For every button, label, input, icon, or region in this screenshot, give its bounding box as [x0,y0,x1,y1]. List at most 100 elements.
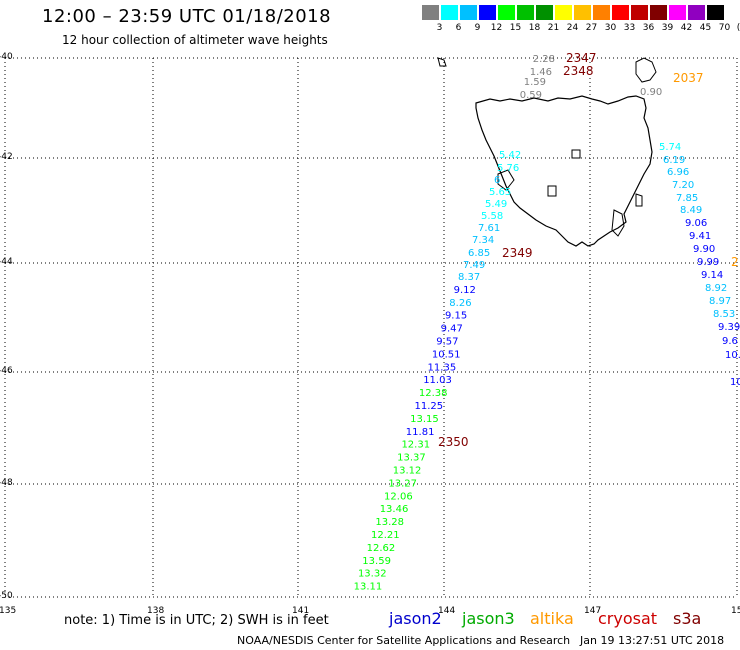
scale-label: 70 [718,23,731,33]
longitude-label: 135 [0,606,17,616]
scale-label: 42 [680,23,693,33]
map-title: 12:00 – 23:59 UTC 01/18/2018 [42,6,332,27]
swh-value: 6.85 [468,248,490,259]
swh-value: 13.15 [410,414,439,425]
longitude-label: 141 [292,606,310,616]
swh-value: 13.59 [362,556,391,567]
latitude-label: -46 [0,366,13,376]
scale-label: 24 [566,23,579,33]
longitude-label: 144 [438,606,456,616]
altimeter-tracks: 2.28 1.461.59 0.59 0.90 5.42 5.7665.655.495.5… [354,51,740,593]
scale-swatch [650,5,667,20]
scale-label: 21 [547,23,560,33]
mission-label: altika [530,609,574,628]
swh-value: 10. [725,350,740,361]
swh-value: 12.62 [367,543,396,554]
swh-value: 9.06 [685,218,707,229]
swh-value: 8.92 [705,283,727,294]
scale-swatch [555,5,572,20]
swh-value: 9.90 [693,244,715,255]
footer-note: note: 1) Time is in UTC; 2) SWH is in fe… [64,613,329,628]
swh-value: 5.49 [485,199,507,210]
scale-label: 9 [474,23,481,33]
scale-swatch [441,5,458,20]
swh-value: 9.41 [689,231,711,242]
swh-value: 9.99 [697,257,719,268]
time-label: 2349 [502,246,533,260]
swh-value: 6.96 [667,167,689,178]
mission-label: jason3 [462,609,515,628]
swh-value: 7.85 [676,193,698,204]
latitude-label: -48 [0,478,13,488]
swh-value: 8.97 [709,296,731,307]
mission-label: jason2 [389,609,442,628]
scale-label: 33 [623,23,636,33]
scale-swatch [593,5,610,20]
flinders-island [635,57,657,83]
scale-swatch [479,5,496,20]
swh-value: 1.59 [524,77,546,88]
swh-value: 8.53 [713,309,735,320]
longitude-label: 147 [584,606,602,616]
swh-value: 12.31 [401,440,430,451]
time-label: 2037 [673,71,704,85]
swh-value: 7.20 [672,180,694,191]
swh-value: 13.46 [380,504,409,515]
scale-swatch [422,5,439,20]
swh-value: 13.37 [397,453,426,464]
swh-value: 7.49 [463,260,485,271]
time-label: 2348 [563,64,594,78]
scale-swatch [688,5,705,20]
swh-value: 9.12 [454,285,476,296]
swh-value: 5.74 [659,142,681,153]
scale-swatch [460,5,477,20]
scale-label: 45 [699,23,712,33]
swh-value: 9.14 [701,270,723,281]
swh-value: 9.57 [436,337,458,348]
scale-swatch [669,5,686,20]
swh-value: 12.21 [371,530,400,541]
swh-value: 6 [494,175,500,186]
swh-value: 11.81 [406,427,435,438]
lake-outline [547,185,557,197]
scale-label: 30 [604,23,617,33]
maria-island [635,193,643,207]
swh-value: 13.27 [388,478,417,489]
time-label: 2 [731,255,739,269]
mission-label: cryosat [598,609,658,628]
swh-value: 8.26 [449,298,471,309]
swh-value: 7.61 [478,223,500,234]
scale-label: 27 [585,23,598,33]
bruny-island [611,209,625,237]
coastline-tasmania [437,57,657,247]
swh-value: 10 [730,377,740,388]
scale-swatch [631,5,648,20]
latitude-label: -42 [0,152,13,162]
swh-value: 0.59 [520,90,542,101]
scale-label: (ft) [736,23,740,33]
swh-value: 13.12 [393,466,422,477]
swh-value: 12.06 [384,491,413,502]
scale-swatch [612,5,629,20]
scale-label: 3 [436,23,443,33]
swh-value: 11.03 [423,375,452,386]
swh-value: 0.90 [640,87,662,98]
longitude-label: 150 [731,606,740,616]
scale-label: 12 [490,23,503,33]
swh-value: 12.38 [419,388,448,399]
swh-value: 5.76 [497,163,519,174]
scale-swatch [536,5,553,20]
map-subtitle: 12 hour collection of altimeter wave hei… [62,33,328,47]
king-island-coast [437,57,447,67]
generation-timestamp: Jan 19 13:27:51 UTC 2018 [580,634,725,647]
scale-swatch [574,5,591,20]
harbour-outline [497,169,515,191]
swh-value: 11.25 [415,401,444,412]
credit-line: NOAA/NESDIS Center for Satellite Applica… [237,634,571,647]
swh-value: 7.34 [472,235,494,246]
swh-value: 9.47 [441,324,463,335]
latitude-label: -50 [0,591,13,601]
swh-value: 11.35 [428,362,457,373]
time-label: 2350 [438,435,469,449]
